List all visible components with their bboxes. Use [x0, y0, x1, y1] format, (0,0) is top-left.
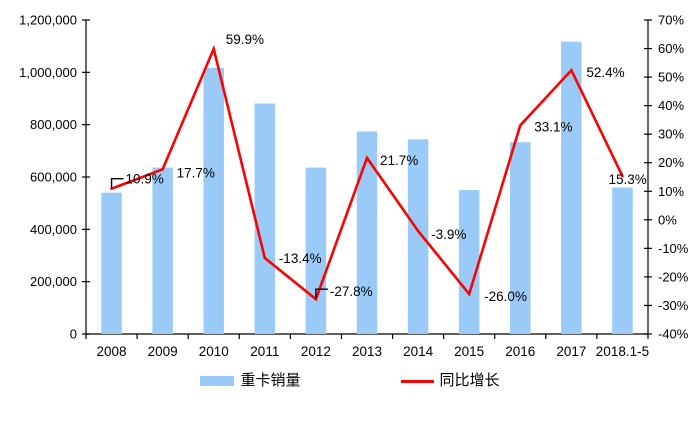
bar-2015	[458, 190, 480, 334]
data-label-leader	[110, 178, 124, 188]
left-axis-tick-label: 600,000	[30, 170, 77, 185]
data-label-2011: -13.4%	[279, 251, 322, 266]
data-label-2013: 21.7%	[380, 153, 418, 168]
x-axis-category-label: 2011	[250, 344, 279, 359]
right-axis-tick-label: -40%	[658, 327, 689, 342]
bar-2008	[101, 192, 122, 334]
right-axis-tick-label: -10%	[658, 241, 689, 256]
x-axis-category-label: 2018.1-5	[596, 344, 649, 359]
x-axis-category-label: 2016	[505, 344, 535, 359]
right-axis-tick-label: 0%	[658, 212, 677, 227]
bar-2013	[356, 131, 378, 334]
bar-2016	[510, 142, 531, 334]
legend-item-bar-series: 重卡销量	[200, 370, 301, 392]
bar-2018.1-5	[612, 187, 633, 334]
x-axis-category-label: 2013	[352, 344, 382, 359]
right-axis-tick-label: -30%	[658, 298, 689, 313]
legend-item-line-series: 同比增长	[400, 370, 500, 392]
x-axis-category-label: 2015	[454, 344, 484, 359]
line-series-swatch-icon	[400, 379, 434, 383]
chart-legend: 重卡销量 同比增长	[0, 370, 700, 392]
left-axis-tick-label: 800,000	[30, 117, 77, 132]
right-axis-tick-label: 40%	[658, 98, 684, 113]
bar-2009	[152, 167, 173, 334]
right-axis-tick-label: 50%	[658, 70, 684, 85]
data-label-2017: 52.4%	[586, 65, 624, 80]
right-axis-tick-label: 30%	[658, 127, 684, 142]
data-label-2009: 17.7%	[177, 165, 215, 180]
x-axis-category-label: 2012	[301, 344, 331, 359]
right-axis-tick-label: 70%	[658, 13, 684, 28]
data-label-2010: 59.9%	[226, 32, 264, 47]
right-axis-tick-label: 20%	[658, 155, 684, 170]
bar-2011	[254, 103, 276, 334]
data-label-2012: -27.8%	[330, 284, 373, 299]
bar-2012	[305, 167, 327, 334]
data-label-leader	[315, 288, 328, 299]
legend-label-bar-series: 重卡销量	[240, 372, 301, 389]
left-axis-tick-label: 0	[70, 327, 77, 342]
x-axis-category-label: 2010	[199, 344, 229, 359]
left-axis-tick-label: 1,200,000	[19, 13, 77, 28]
data-label-2015: -26.0%	[484, 289, 527, 304]
x-axis-category-label: 2014	[403, 344, 434, 359]
data-label-2014: -3.9%	[431, 227, 466, 242]
x-axis-category-label: 2017	[556, 344, 586, 359]
left-axis-tick-label: 400,000	[30, 222, 77, 237]
left-axis-tick-label: 200,000	[30, 274, 77, 289]
data-label-2018.1-5: 15.3%	[608, 172, 646, 187]
left-axis-tick-label: 1,000,000	[19, 65, 77, 80]
growth-line	[110, 44, 624, 302]
data-label-2016: 33.1%	[534, 119, 572, 134]
data-label-2008: 10.9%	[126, 172, 164, 187]
bar-2014	[407, 139, 429, 334]
bar-series-swatch-icon	[200, 376, 235, 386]
right-axis-tick-label: 10%	[658, 184, 684, 199]
legend-label-line-series: 同比增长	[439, 372, 500, 389]
right-axis-tick-label: 60%	[658, 41, 684, 56]
x-axis-category-label: 2009	[148, 344, 178, 359]
x-axis-category-label: 2008	[97, 344, 127, 359]
bar-2010	[203, 67, 224, 334]
right-axis-tick-label: -20%	[658, 269, 689, 284]
bar-2017	[561, 41, 582, 335]
